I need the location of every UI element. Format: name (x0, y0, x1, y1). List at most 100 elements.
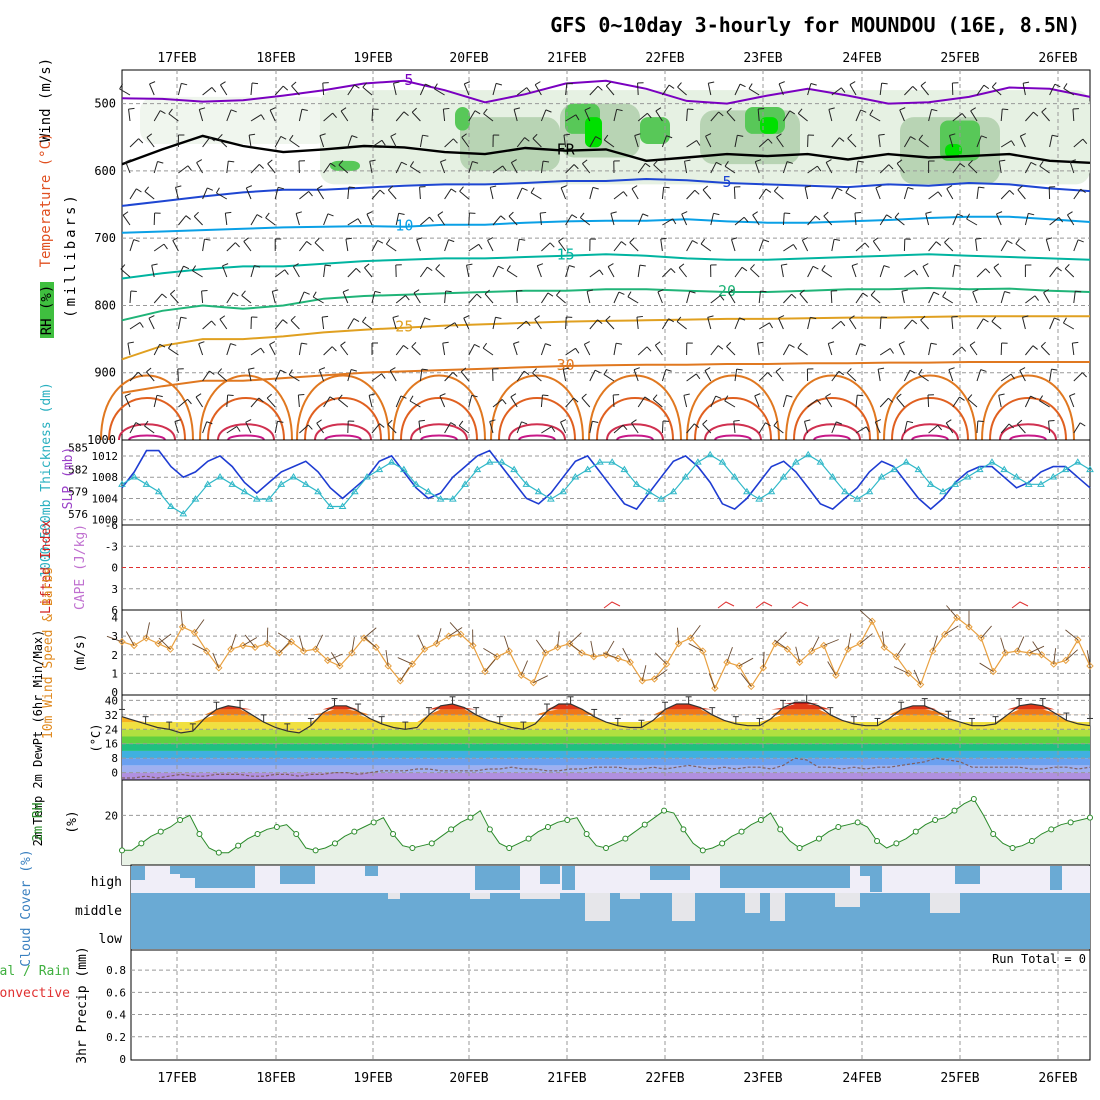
wind-barb (831, 239, 835, 252)
thickness-point (1049, 472, 1058, 480)
wind-barb (901, 291, 905, 304)
wind-barb (316, 422, 325, 434)
wind-barb (458, 425, 470, 434)
wind-barb (274, 421, 278, 434)
wind-barb (855, 395, 858, 408)
thickness-point (914, 465, 923, 473)
wind-speed-point (868, 617, 876, 626)
date-label-bottom: 26FEB (1038, 1071, 1077, 1086)
rh-point (196, 831, 203, 837)
wind-barb (757, 343, 760, 356)
wind-barb-flag (498, 265, 504, 270)
date-label-top: 22FEB (645, 51, 684, 66)
wind-barb-flag (750, 264, 755, 270)
wind-barb-flag (911, 319, 918, 325)
wind-barb-flag (967, 394, 973, 400)
wind-barb-flag (139, 322, 144, 328)
isotherm-label: 25 (395, 318, 413, 336)
cloud-axis-label: Cloud Cover (%) (19, 849, 34, 966)
isotherm-line (121, 286, 1091, 322)
wind-barb (899, 109, 905, 122)
wind-barb-flag (222, 263, 229, 267)
wind-barb-flag (647, 112, 652, 119)
wind-barb (1019, 370, 1026, 382)
wind-barb (202, 187, 208, 200)
wind-barb-flag (639, 264, 646, 267)
wind-barb (289, 139, 300, 148)
wind-barb-flag (631, 419, 637, 424)
wind-barb-flag (211, 87, 217, 93)
wind-barb-flag (702, 185, 709, 191)
wind-barb-flag (981, 135, 988, 139)
warm-arch (410, 423, 468, 441)
thickness-point (448, 495, 457, 502)
wind-barb-flag (718, 111, 724, 117)
wind-barb-flag (390, 133, 397, 137)
wind-barb-flag (381, 373, 386, 379)
slp-axis-label: SLP (mb) (61, 447, 76, 510)
wind-barb-10m (893, 666, 909, 674)
warm-arch (891, 397, 969, 441)
wind-barb (435, 268, 445, 278)
wind-barb-flag (403, 345, 409, 350)
wind-barb (776, 136, 784, 148)
wind-speed-point (1013, 647, 1022, 655)
thickness-point (485, 458, 494, 465)
wind-barb-flag (1040, 341, 1046, 347)
wind-barb-flag (219, 315, 226, 320)
wind-barb-flag (312, 291, 317, 298)
thickness-point (179, 509, 188, 517)
wind-speed-point (928, 647, 937, 655)
wind-barb-flag (968, 160, 973, 166)
wind-speed-point (565, 639, 574, 648)
wind-barb-flag (949, 133, 956, 136)
wind-barb-flag (607, 263, 614, 267)
wind-barb-flag (193, 211, 199, 217)
wind-barb-10m (932, 635, 938, 652)
wind-speed-point (396, 677, 405, 685)
wind-barb (928, 424, 939, 434)
rh-point (815, 835, 822, 842)
wind-barb-flag (605, 81, 612, 87)
cape-spike (603, 601, 621, 609)
pressure-tick-label: 1000 (87, 433, 116, 447)
thickness-point (767, 487, 776, 495)
wind-barb (1022, 317, 1026, 330)
wind-barb-10m (385, 650, 389, 667)
date-label-bottom: 23FEB (743, 1071, 782, 1086)
thickness-point (755, 495, 764, 502)
wind-barb-flag (1022, 315, 1029, 318)
wind-barb (468, 344, 475, 356)
wind-barb-flag (726, 107, 732, 113)
wind-barb (877, 369, 881, 382)
wind-barb (1024, 395, 1031, 408)
wind-barb-flag (881, 82, 888, 85)
wind-barb-10m (569, 632, 582, 644)
lifted-index-label: Lifted Index (39, 520, 54, 614)
thickness-point (522, 480, 531, 487)
wind-speed-point (432, 639, 441, 648)
wind-barb-flag (330, 162, 336, 168)
wind-barb (731, 239, 736, 252)
wind-barb-flag (545, 343, 552, 347)
wind-barb-flag (708, 81, 715, 84)
pressure-tick-label: 800 (94, 298, 116, 312)
wind-barb (707, 83, 712, 96)
rh-point (370, 819, 377, 826)
warm-arch (588, 374, 682, 441)
wind-barb-flag (888, 164, 894, 170)
rh-point (293, 831, 300, 837)
thickness-point (828, 472, 837, 480)
wind-barb-flag (769, 322, 774, 329)
wind-speed-point (626, 658, 634, 666)
wind-barb-flag (1010, 373, 1015, 380)
wind-barb-flag (998, 393, 1005, 396)
wind-barb-flag (385, 238, 391, 245)
wind-barb (1022, 83, 1026, 96)
wind-barb-flag (487, 237, 494, 241)
wind-barb (338, 164, 349, 174)
wind-barb (686, 189, 696, 200)
wind-barb-10m (690, 624, 701, 639)
wind-barb-10m (417, 634, 425, 650)
